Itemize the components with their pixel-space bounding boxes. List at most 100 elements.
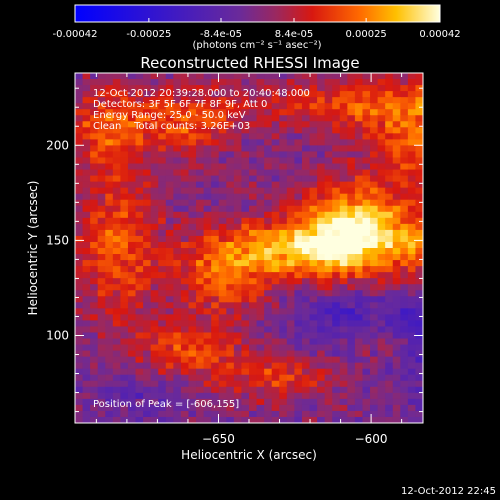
heatmap-cell: [332, 404, 341, 412]
heatmap-cell: [339, 350, 348, 358]
heatmap-cell: [415, 73, 423, 80]
heatmap-cell: [347, 386, 356, 394]
heatmap-cell: [347, 314, 356, 322]
heatmap-cell: [90, 115, 99, 122]
heatmap-cell: [180, 217, 190, 225]
heatmap-cell: [400, 127, 409, 134]
heatmap-cell: [309, 85, 318, 92]
heatmap-cell: [332, 97, 341, 104]
annotation-time-range: 12-Oct-2012 20:39:28.000 to 20:40:48.000: [93, 88, 310, 99]
heatmap-cell: [150, 91, 159, 98]
heatmap-cell: [233, 386, 243, 394]
heatmap-cell: [203, 145, 212, 153]
heatmap-cell: [264, 133, 273, 140]
heatmap-cell: [143, 248, 152, 255]
heatmap-cell: [233, 332, 243, 340]
heatmap-cell: [150, 157, 159, 165]
heatmap-cell: [165, 211, 174, 219]
heatmap-cell: [339, 97, 348, 104]
heatmap-cell: [279, 332, 288, 340]
heatmap-cell: [82, 181, 91, 189]
heatmap-cell: [400, 205, 409, 213]
heatmap-cell: [143, 410, 152, 418]
heatmap-cell: [294, 254, 303, 261]
heatmap-cell: [256, 410, 265, 418]
heatmap-cell: [400, 320, 409, 328]
heatmap-cell: [370, 85, 379, 92]
heatmap-cell: [347, 296, 356, 303]
heatmap-cell: [309, 410, 318, 418]
heatmap-cell: [264, 362, 273, 370]
heatmap-cell: [354, 404, 364, 412]
heatmap-cell: [385, 235, 394, 243]
heatmap-cell: [196, 193, 205, 201]
heatmap-cell: [241, 356, 250, 364]
heatmap-cell: [339, 133, 348, 140]
heatmap-cell: [241, 169, 250, 177]
heatmap-cell: [392, 338, 401, 346]
heatmap-cell: [180, 91, 190, 98]
heatmap-cell: [112, 217, 121, 225]
heatmap-cell: [203, 163, 212, 171]
heatmap-cell: [173, 199, 182, 207]
heatmap-cell: [90, 308, 99, 315]
heatmap-cell: [120, 392, 129, 400]
heatmap-cell: [112, 350, 121, 358]
heatmap-cell: [347, 211, 356, 219]
heatmap-cell: [392, 326, 401, 334]
heatmap-cell: [173, 386, 182, 394]
heatmap-cell: [241, 320, 250, 328]
heatmap-cell: [279, 302, 288, 309]
heatmap-cell: [415, 386, 423, 394]
heatmap-cell: [385, 350, 394, 358]
heatmap-cell: [241, 181, 250, 189]
heatmap-cell: [120, 332, 129, 340]
heatmap-cell: [362, 79, 371, 86]
heatmap-cell: [218, 97, 227, 104]
heatmap-cell: [385, 79, 394, 86]
heatmap-cell: [301, 229, 311, 237]
heatmap-cell: [324, 392, 333, 400]
heatmap-cell: [279, 235, 288, 243]
heatmap-cell: [105, 145, 114, 153]
heatmap-cell: [249, 79, 258, 86]
heatmap-cell: [233, 127, 243, 134]
heatmap-cell: [226, 386, 235, 394]
heatmap-cell: [233, 157, 243, 165]
heatmap-cell: [97, 254, 106, 261]
heatmap-cell: [286, 241, 295, 249]
heatmap-cell: [203, 260, 212, 267]
heatmap-cell: [324, 217, 333, 225]
heatmap-cell: [309, 308, 318, 315]
heatmap-cell: [392, 260, 401, 267]
heatmap-cell: [286, 332, 295, 340]
heatmap-cell: [317, 115, 326, 122]
heatmap-cell: [354, 115, 364, 122]
heatmap-cell: [407, 278, 417, 285]
heatmap-cell: [90, 248, 99, 255]
heatmap-cell: [309, 248, 318, 255]
heatmap-cell: [362, 296, 371, 303]
heatmap-cell: [97, 272, 106, 279]
heatmap-cell: [279, 350, 288, 358]
heatmap-cell: [203, 175, 212, 183]
heatmap-cell: [407, 392, 417, 400]
heatmap-cell: [135, 85, 144, 92]
heatmap-cell: [332, 127, 341, 134]
heatmap-cell: [105, 97, 114, 104]
heatmap-cell: [112, 115, 121, 122]
heatmap-cell: [301, 139, 311, 147]
heatmap-cell: [286, 133, 295, 140]
heatmap-cell: [226, 290, 235, 297]
heatmap-cell: [158, 115, 167, 122]
heatmap-cell: [407, 229, 417, 237]
heatmap-cell: [301, 181, 311, 189]
heatmap-cell: [90, 235, 99, 243]
heatmap-cell: [233, 217, 243, 225]
heatmap-cell: [75, 217, 84, 225]
heatmap-cell: [407, 254, 417, 261]
heatmap-cell: [143, 211, 152, 219]
heatmap-cell: [279, 205, 288, 213]
heatmap-cell: [362, 199, 371, 207]
heatmap-cell: [317, 398, 326, 406]
